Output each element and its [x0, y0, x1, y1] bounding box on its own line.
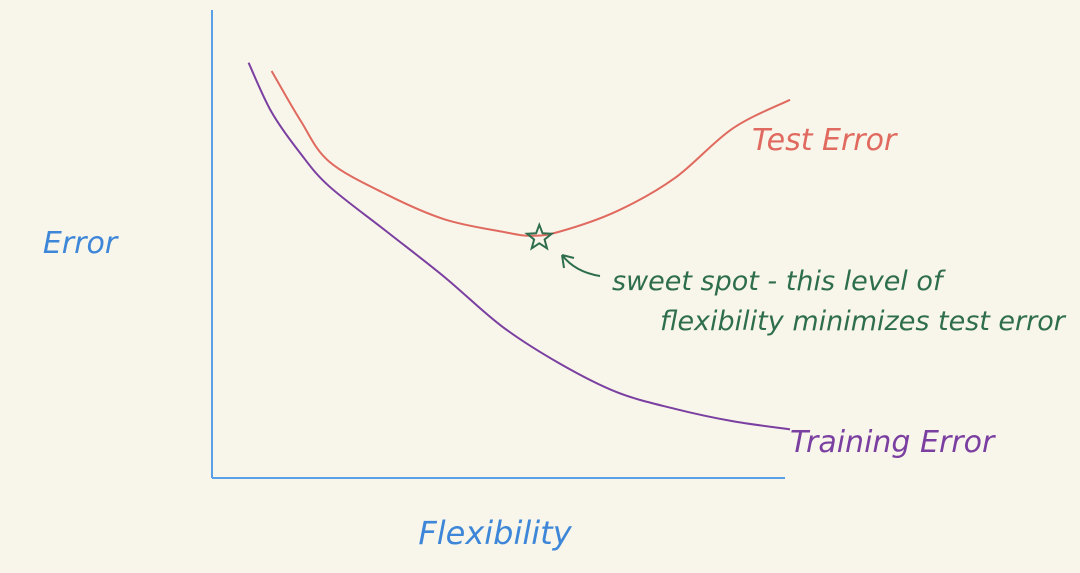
star-icon — [524, 221, 555, 251]
y-axis-label: Error — [43, 226, 119, 261]
annotation-text-line-2: flexibility minimizes test error — [660, 306, 1067, 337]
training-error-label: Training Error — [790, 425, 996, 460]
test-error-label: Test Error — [752, 123, 898, 158]
x-axis-label: Flexibility — [418, 514, 572, 552]
training-error-line — [247, 62, 791, 431]
test-error-line — [270, 70, 791, 237]
annotation-text-line-1: sweet spot - this level of — [612, 266, 946, 297]
annotation-arrow — [561, 254, 601, 277]
